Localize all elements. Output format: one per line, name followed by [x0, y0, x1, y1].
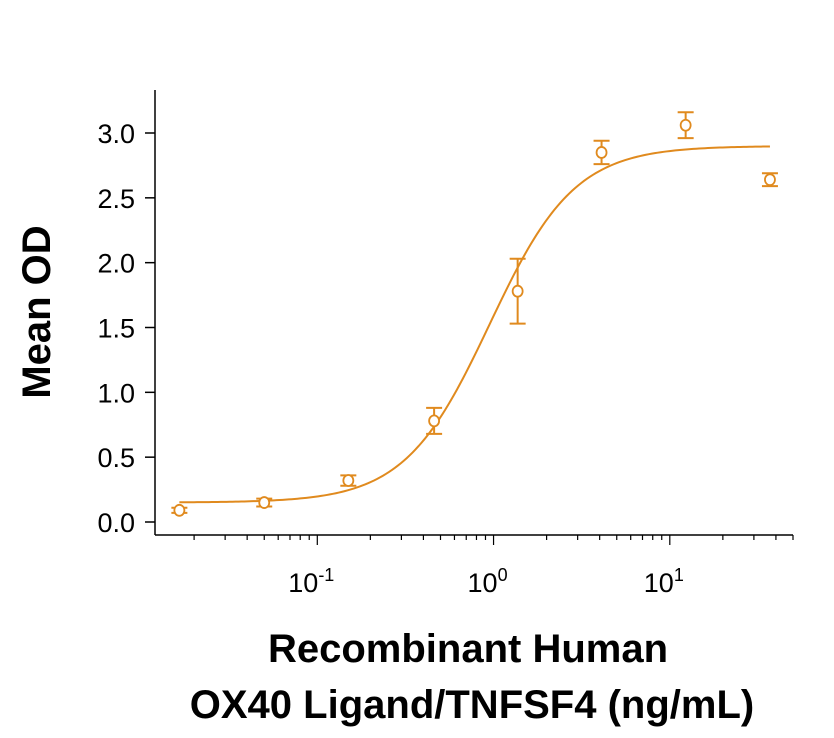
data-point — [509, 257, 526, 325]
fit-layer — [179, 145, 770, 504]
y-tick-label: 0.5 — [97, 443, 135, 473]
point-marker — [764, 173, 776, 187]
point-marker — [258, 496, 271, 509]
point-marker — [595, 146, 608, 159]
x-tick-label: 101 — [644, 565, 684, 598]
point-marker — [679, 118, 692, 132]
y-tick-label: 0.0 — [97, 508, 135, 538]
data-point — [593, 139, 610, 166]
data-point — [677, 111, 694, 140]
point-marker — [428, 414, 441, 428]
x-tick-label: 10-1 — [288, 565, 334, 598]
points-layer — [171, 111, 778, 517]
y-tick-label: 1.0 — [97, 378, 135, 408]
data-point — [426, 406, 443, 435]
y-axis-label: Mean OD — [15, 225, 59, 398]
data-point — [761, 172, 778, 188]
data-point — [256, 496, 273, 509]
data-point — [340, 474, 357, 487]
x-axis-label-line-1: Recombinant Human — [268, 627, 668, 671]
y-tick-label: 3.0 — [97, 119, 135, 149]
x-tick-label: 100 — [468, 565, 508, 598]
point-marker — [342, 474, 355, 487]
point-marker — [173, 503, 186, 517]
y-tick-label: 2.0 — [97, 249, 135, 279]
x-axis-label-line-2: OX40 Ligand/TNFSF4 (ng/mL) — [190, 683, 754, 727]
y-tick-label: 2.5 — [97, 184, 135, 214]
axes: 0.0 0.5 1.0 1.5 2.0 2.5 3.0 10-1 100 101 — [97, 90, 794, 598]
fit-curve — [179, 145, 770, 504]
point-marker — [511, 284, 524, 298]
data-point — [171, 503, 188, 517]
y-tick-label: 1.5 — [97, 314, 135, 344]
